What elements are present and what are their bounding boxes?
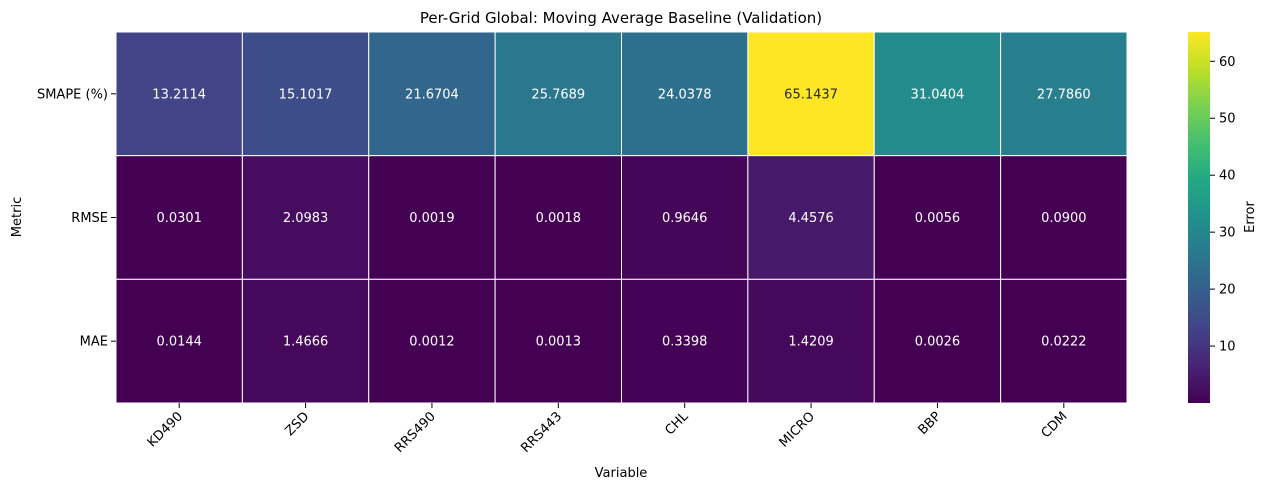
heatmap-cell: [494, 155, 622, 280]
heatmap-cell: [368, 278, 496, 404]
cell-value-label: 0.0026: [915, 335, 961, 350]
cell-value-label: 1.4666: [283, 335, 329, 350]
x-tick-label: RRS443: [518, 409, 565, 456]
heatmap-cell: [494, 278, 622, 404]
heatmap-cell: [747, 31, 875, 157]
cell-value-label: 24.0378: [658, 87, 712, 102]
cell-value-label: 0.0019: [409, 211, 455, 226]
cell-value-label: 0.0144: [156, 335, 202, 350]
cell-value-label: 15.1017: [279, 87, 333, 102]
heatmap-cell: [115, 31, 243, 157]
y-tick-label: MAE: [80, 335, 108, 350]
cell-value-label: 0.0018: [536, 211, 582, 226]
colorbar-tick-label: 40: [1219, 169, 1236, 184]
heatmap-cell: [494, 31, 622, 157]
x-tick-label: KD490: [145, 409, 186, 450]
heatmap-cell: [621, 278, 749, 404]
cell-value-label: 0.3398: [662, 335, 708, 350]
x-tick-label: RRS490: [392, 409, 439, 456]
x-axis-label: Variable: [595, 466, 648, 481]
y-axis: SMAPE (%) RMSE MAE: [37, 87, 116, 350]
heatmap-cell: [1000, 31, 1128, 157]
cell-value-label: 0.0056: [915, 211, 961, 226]
cell-value-label: 25.7689: [531, 87, 585, 102]
cell-value-label: 1.4209: [788, 335, 834, 350]
heatmap-cell: [1000, 278, 1128, 404]
y-axis-label: Metric: [10, 197, 25, 237]
cell-value-label: 65.1437: [784, 87, 838, 102]
heatmap-cell: [368, 31, 496, 157]
colorbar: 10 20 30 40 50 60: [1188, 32, 1236, 403]
x-tick-label: MICRO: [777, 409, 818, 450]
cell-value-label: 4.4576: [788, 211, 834, 226]
y-tick-label: SMAPE (%): [37, 87, 108, 102]
heatmap-cell: [621, 31, 749, 157]
cell-value-label: 0.9646: [662, 211, 708, 226]
cell-value-label: 0.0012: [409, 335, 455, 350]
cell-value-label: 27.7860: [1037, 87, 1091, 102]
cell-value-label: 2.0983: [283, 211, 329, 226]
x-tick-label: BBP: [915, 409, 944, 438]
heatmap-cell: [241, 31, 370, 157]
heatmap-cell: [747, 278, 875, 404]
cell-value-label: 0.0222: [1041, 335, 1087, 350]
colorbar-label: Error: [1243, 201, 1258, 233]
colorbar-tick-label: 10: [1219, 340, 1236, 355]
heatmap-cell: [241, 278, 370, 404]
x-tick-label: CDM: [1039, 409, 1071, 441]
heatmap-cell: [621, 155, 749, 280]
colorbar-tick-label: 30: [1219, 226, 1236, 241]
heatmap-cell: [115, 278, 243, 404]
colorbar-gradient: [1188, 32, 1210, 403]
heatmap-cell: [873, 278, 1002, 404]
heatmap-cell: [873, 155, 1002, 280]
chart-title: Per-Grid Global: Moving Average Baseline…: [420, 9, 822, 27]
cell-value-label: 13.2114: [152, 87, 206, 102]
x-tick-label: ZSD: [283, 409, 313, 439]
y-tick-label: RMSE: [71, 211, 108, 226]
cell-value-label: 0.0900: [1041, 211, 1087, 226]
x-axis: KD490 ZSD RRS490 RRS443 CHL MICRO BBP CDM: [145, 403, 1071, 456]
x-tick-label: CHL: [662, 409, 692, 439]
cell-value-label: 21.6704: [405, 87, 459, 102]
cell-value-label: 0.0301: [156, 211, 202, 226]
heatmap-cells: 13.2114 15.1017 21.6704 25.7689 24.0378 65.14…: [115, 31, 1128, 404]
colorbar-tick-label: 50: [1219, 112, 1236, 127]
heatmap-cell: [1000, 155, 1128, 280]
cell-value-label: 0.0013: [536, 335, 582, 350]
colorbar-tick-label: 20: [1219, 283, 1236, 298]
heatmap-cell: [241, 155, 370, 280]
heatmap-cell: [747, 155, 875, 280]
cell-value-label: 31.0404: [911, 87, 965, 102]
colorbar-tick-label: 60: [1219, 55, 1236, 70]
